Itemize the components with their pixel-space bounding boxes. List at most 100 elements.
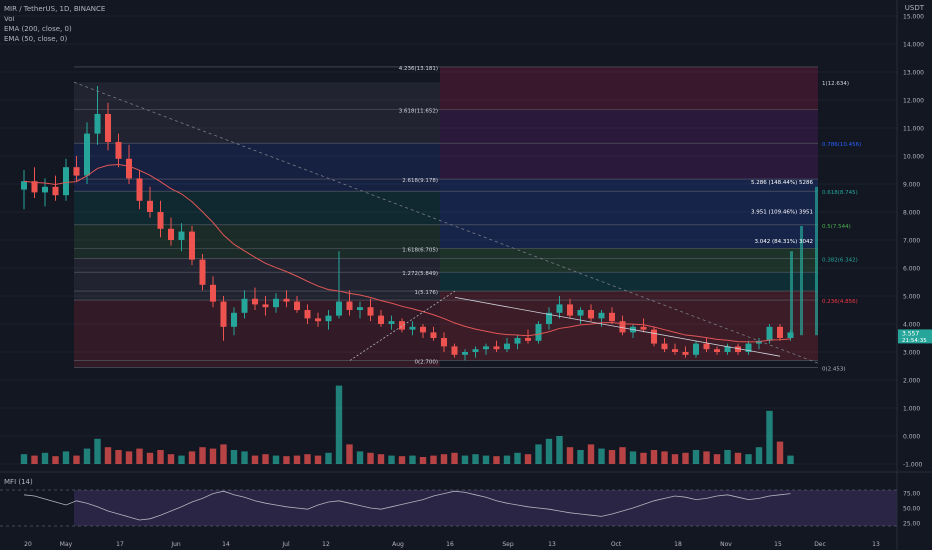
fib-level-label: 1(5.176): [414, 290, 438, 296]
fib-anchor-line: [349, 290, 456, 361]
candle-body: [661, 343, 668, 350]
volume-bar: [283, 456, 290, 464]
fib-right-label: 0.618(8.745): [822, 190, 858, 196]
candle-body: [325, 315, 332, 322]
volume-bar: [304, 454, 311, 464]
candle-body: [210, 284, 216, 302]
time-tick: Jun: [170, 541, 181, 548]
candle-body: [357, 307, 363, 310]
fib-level-label: 1.618(6.705): [402, 247, 438, 253]
candle-body: [21, 181, 27, 190]
volume-bar: [52, 456, 59, 464]
price-tick: 0.000: [903, 434, 920, 441]
volume-bar: [755, 447, 763, 464]
volume-bar: [20, 454, 28, 464]
volume-bar: [766, 410, 773, 464]
candle-body: [535, 324, 542, 341]
retracement-zone: [74, 191, 440, 225]
price-tick: 9.000: [903, 182, 920, 189]
volume-bar: [41, 452, 49, 464]
price-tick: 10.000: [903, 154, 924, 161]
volume-bar: [104, 447, 112, 464]
volume-bar: [157, 450, 164, 464]
candle-body: [367, 307, 374, 316]
ema200-legend: EMA (200, close, 0): [4, 25, 72, 33]
price-tick: 2.000: [903, 378, 920, 385]
candle-body: [430, 332, 437, 338]
grid: [0, 15, 897, 465]
time-tick: 14: [222, 541, 230, 548]
volume-bar: [325, 452, 332, 464]
volume-bar: [419, 457, 427, 464]
volume-bar: [629, 451, 637, 464]
candle-body: [273, 298, 279, 308]
candle-body: [577, 310, 584, 316]
candle-body: [714, 349, 720, 352]
volume-bar: [619, 447, 626, 464]
fib-level-label: 1.272(5.849): [402, 271, 438, 277]
price-tick: 4.000: [903, 322, 920, 329]
fib-right-label: 0(2.453): [822, 366, 846, 372]
fib-zone: [440, 291, 818, 361]
candle-body: [672, 349, 678, 352]
volume-bar: [650, 450, 658, 464]
volume-bar: [503, 455, 511, 464]
ema50-legend: EMA (50, close, 0): [4, 35, 68, 43]
volume-bar: [272, 455, 280, 464]
volume-bar: [398, 456, 406, 464]
fib-right-label: 0.786(10.456): [822, 142, 861, 148]
candle-body: [262, 304, 269, 308]
candle-body: [556, 304, 563, 313]
time-tick: Nov: [720, 541, 732, 548]
volume-bar: [314, 455, 322, 464]
retracement-zone: [74, 224, 440, 259]
time-tick: Aug: [392, 541, 404, 548]
candle-body: [399, 321, 405, 330]
candle-body: [514, 338, 521, 344]
candle-body: [525, 338, 531, 341]
volume-bar: [115, 450, 122, 464]
candle-body: [84, 133, 90, 176]
volume-bar: [724, 450, 731, 464]
volume-bar: [598, 448, 605, 464]
candle-body: [73, 167, 80, 176]
fib-level-label: 0(2.700): [414, 359, 438, 365]
current-price: 3.557: [902, 330, 919, 337]
volume-bar: [451, 452, 458, 464]
candle-body: [178, 231, 185, 240]
candle-body: [420, 326, 426, 333]
candle-body: [315, 318, 321, 322]
candle-body: [682, 352, 689, 355]
time-tick: 13: [548, 541, 556, 548]
fib-zone: [440, 179, 818, 249]
candle-body: [220, 301, 227, 327]
candle-body: [588, 310, 594, 319]
candle-body: [619, 321, 626, 333]
retracement-zone: [74, 258, 440, 301]
candle-body: [42, 186, 48, 193]
candle-body: [168, 228, 174, 240]
volume-bar: [472, 454, 479, 464]
volume-bar: [335, 385, 343, 464]
time-tick: 20: [24, 541, 32, 548]
time-tick: May: [60, 541, 73, 548]
volume-bar: [776, 441, 784, 464]
candle-body: [115, 142, 122, 159]
volume-bar: [188, 451, 196, 464]
candle-body: [724, 346, 731, 352]
candle-body: [504, 343, 510, 350]
candle-body: [126, 158, 132, 179]
candle-body: [451, 346, 458, 355]
price-tick: 6.000: [903, 266, 920, 273]
candle-body: [294, 301, 300, 310]
target-bar: [790, 251, 793, 336]
volume-bar: [293, 455, 301, 464]
retracement-zone: [74, 143, 440, 192]
candle-body: [735, 346, 741, 352]
candle-body: [136, 178, 143, 201]
mfi-tick: 25.00: [903, 521, 920, 528]
volume-bar: [31, 455, 38, 464]
fib-level-label: 4.236(13.181): [399, 66, 438, 72]
